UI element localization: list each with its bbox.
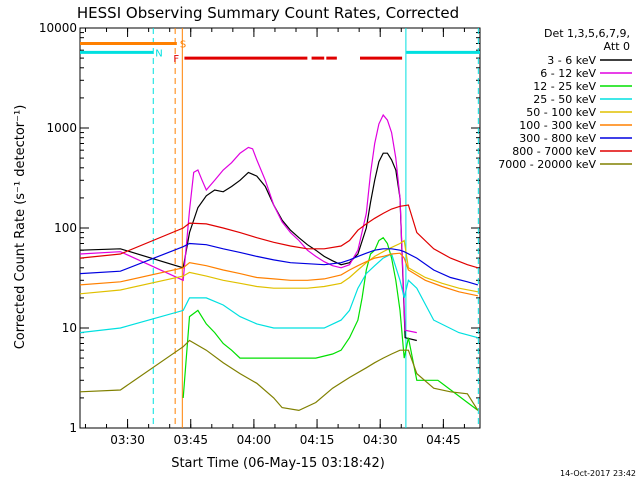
legend-label-7: 800 - 7000 keV xyxy=(512,145,596,158)
legend-label-5: 100 - 300 keV xyxy=(519,119,596,132)
y-tick-label-3: 1000 xyxy=(46,121,77,135)
y-tick-label-1: 10 xyxy=(62,321,77,335)
y-tick-label-0: 1 xyxy=(69,421,77,435)
y-axis-label-text: Corrected Count Rate (s⁻¹ detector⁻¹) xyxy=(13,105,28,350)
plot-frame xyxy=(79,27,481,429)
series-line-2 xyxy=(182,236,479,411)
legend-label-4: 50 - 100 keV xyxy=(526,106,596,119)
legend-label-1: 6 - 12 keV xyxy=(540,67,596,80)
legend-label-2: 12 - 25 keV xyxy=(533,80,596,93)
series-line-8 xyxy=(80,339,479,412)
legend-label-6: 300 - 800 keV xyxy=(519,132,596,145)
series-line-3 xyxy=(80,253,479,339)
flag-label-N: N xyxy=(155,48,162,59)
series-line-0 xyxy=(80,152,417,342)
y-tick-label-4: 10000 xyxy=(39,21,77,35)
x-tick-label-0: 03:30 xyxy=(110,433,145,447)
x-tick-label-4: 04:30 xyxy=(363,433,398,447)
y-axis-label: Corrected Count Rate (s⁻¹ detector⁻¹) xyxy=(13,105,28,350)
legend-label-0: 3 - 6 keV xyxy=(547,54,596,67)
flag-label-F: F xyxy=(173,54,179,65)
x-tick-label-2: 04:00 xyxy=(237,433,272,447)
series-line-5 xyxy=(80,252,479,297)
series-line-4 xyxy=(80,239,479,295)
y-tick-label-2: 100 xyxy=(54,221,77,235)
flag-label-S: S xyxy=(180,39,186,50)
series-line-1 xyxy=(80,113,417,334)
x-axis-label: Start Time (06-May-15 03:18:42) xyxy=(171,456,385,471)
chart-title: HESSI Observing Summary Count Rates, Cor… xyxy=(77,4,459,22)
x-tick-label-5: 04:45 xyxy=(426,433,461,447)
series-line-7 xyxy=(80,204,479,269)
legend-header-1: Det 1,3,5,6,7,9, xyxy=(544,27,630,40)
legend-label-3: 25 - 50 keV xyxy=(533,93,596,106)
legend-label-8: 7000 - 20000 keV xyxy=(498,158,596,171)
legend-header-2: Att 0 xyxy=(604,40,630,53)
series-line-6 xyxy=(80,242,479,286)
timestamp: 14-Oct-2017 23:42 xyxy=(560,469,636,478)
x-tick-label-1: 03:45 xyxy=(173,433,208,447)
x-tick-label-3: 04:15 xyxy=(300,433,335,447)
plot-area: 1 10 100 1000 10000 03:30 03:45 04:00 04:15 04:30… xyxy=(39,21,481,447)
